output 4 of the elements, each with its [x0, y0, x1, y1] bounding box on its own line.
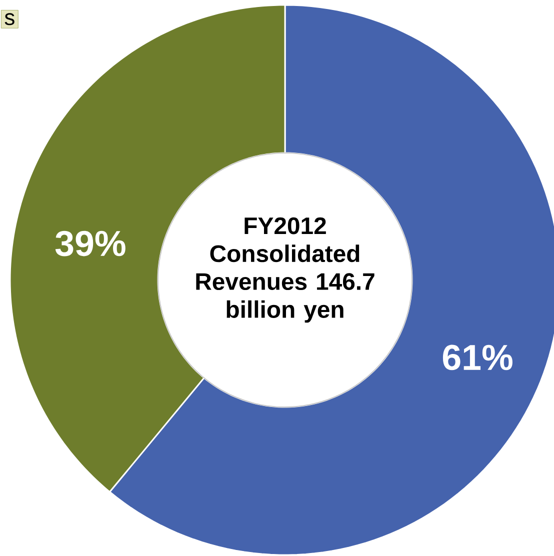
data-label: 61%	[442, 344, 512, 370]
text: s	[4, 13, 14, 26]
text: FY2012 Consolidated Revenues 146.7 billion yen	[196, 217, 374, 323]
data-label: 39%	[55, 230, 126, 256]
